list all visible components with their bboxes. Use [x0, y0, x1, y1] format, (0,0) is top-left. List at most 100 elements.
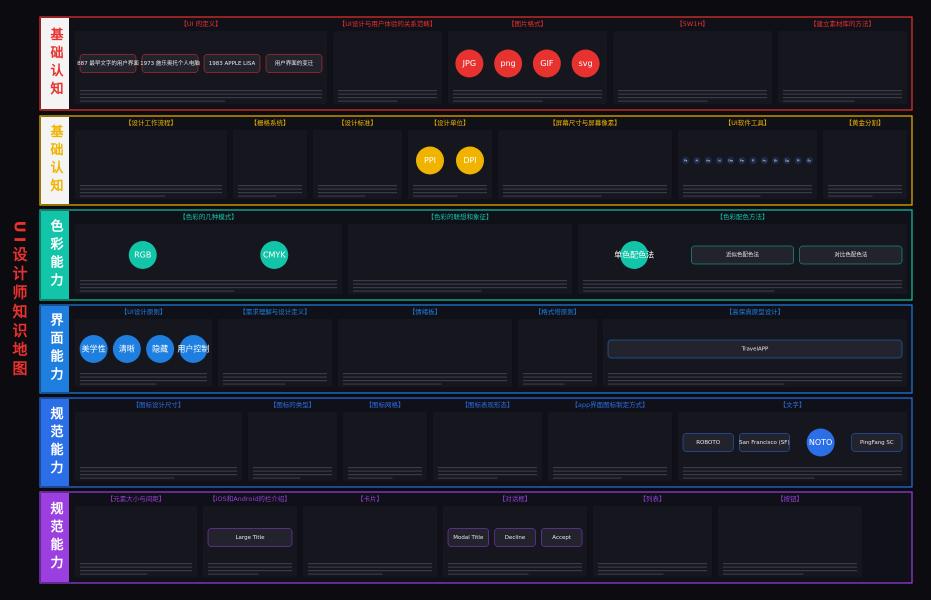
- text-placeholder: [238, 192, 302, 194]
- text-placeholder: [683, 192, 812, 194]
- text-placeholder: [523, 383, 565, 385]
- panel-title: 【5W1H】: [676, 20, 709, 28]
- item-label: Fl: [752, 159, 755, 163]
- text-placeholder: [783, 93, 902, 95]
- panel-title: 【UI设计与用户体验的关系范畴】: [339, 19, 437, 28]
- panel-title: 【格式塔原则】: [535, 307, 581, 316]
- item-box: [739, 433, 790, 452]
- panel: [718, 506, 862, 577]
- text-placeholder: [238, 195, 277, 197]
- panel: [593, 506, 712, 577]
- item-circle: [682, 156, 690, 165]
- section-label-bg: [41, 211, 69, 299]
- text-placeholder: [338, 93, 437, 95]
- text-placeholder: [618, 97, 767, 99]
- item-circle: [112, 335, 141, 363]
- text-placeholder: [353, 287, 567, 289]
- text-placeholder: [413, 185, 487, 187]
- section-label-bg: [41, 18, 69, 109]
- panel: [823, 130, 907, 199]
- panel: [338, 319, 512, 387]
- text-placeholder: [583, 283, 902, 285]
- text-placeholder: [80, 97, 322, 99]
- text-placeholder: [438, 477, 498, 479]
- item-label: svg: [579, 59, 593, 68]
- text-placeholder: [783, 100, 855, 102]
- item-label: CMYK: [263, 251, 286, 260]
- text-placeholder: [683, 188, 812, 190]
- text-placeholder: [80, 474, 237, 476]
- text-placeholder: [80, 185, 222, 187]
- panel-title: 【UI 的定义】: [180, 19, 221, 28]
- panel: [75, 130, 227, 199]
- text-placeholder: [723, 563, 857, 565]
- panel-title: 【元素大小与间距】: [107, 494, 166, 503]
- panel: [613, 31, 772, 104]
- item-label: Decline: [505, 535, 526, 541]
- text-placeholder: [223, 376, 327, 378]
- item-circle: [772, 156, 780, 165]
- item-label: JPG: [462, 59, 476, 68]
- text-placeholder: [348, 477, 393, 479]
- text-placeholder: [80, 566, 192, 568]
- text-placeholder: [503, 188, 667, 190]
- text-placeholder: [223, 373, 327, 375]
- item-box: [141, 54, 199, 73]
- text-placeholder: [448, 566, 582, 568]
- text-placeholder: [413, 195, 458, 197]
- section-label: 界面能力: [48, 312, 64, 385]
- text-placeholder: [618, 93, 767, 95]
- text-placeholder: [80, 380, 207, 382]
- item-circle: [571, 49, 600, 78]
- item-label: Dw: [728, 159, 733, 163]
- panel: [518, 319, 597, 387]
- item-label: 隐藏: [152, 344, 168, 354]
- panel-title: 【建立素材库的方法】: [810, 19, 875, 28]
- text-placeholder: [598, 573, 664, 575]
- text-placeholder: [783, 90, 902, 92]
- item-circle: [794, 156, 802, 165]
- text-placeholder: [353, 280, 567, 282]
- panel: [678, 130, 817, 199]
- text-placeholder: [308, 570, 432, 572]
- item-circle: [260, 241, 289, 269]
- text-placeholder: [80, 563, 192, 565]
- text-placeholder: [598, 563, 707, 565]
- item-label: TravelAPP: [741, 347, 769, 353]
- item-label: GIF: [540, 59, 554, 68]
- text-placeholder: [723, 570, 857, 572]
- text-placeholder: [80, 188, 222, 190]
- panel-title: 【色彩配色方法】: [717, 212, 769, 221]
- text-placeholder: [318, 195, 366, 197]
- item-label: Pl: [797, 159, 800, 163]
- panel-title: 【对话框】: [499, 494, 532, 503]
- text-placeholder: [343, 376, 507, 378]
- item-circle: [620, 241, 649, 269]
- panel-title: 【色彩的几种模式】: [179, 212, 238, 221]
- text-placeholder: [583, 290, 775, 292]
- text-placeholder: [413, 192, 487, 194]
- text-placeholder: [523, 376, 592, 378]
- panel: [313, 130, 402, 199]
- text-placeholder: [238, 185, 302, 187]
- panel-title: 【图标设计尺寸】: [133, 400, 185, 409]
- text-placeholder: [208, 563, 292, 565]
- text-placeholder: [80, 195, 166, 197]
- text-placeholder: [438, 467, 537, 469]
- panel-title: 【栅格系统】: [251, 118, 290, 127]
- item-circle: [806, 428, 835, 457]
- item-label: Sg: [785, 159, 789, 163]
- item-label: png: [501, 59, 516, 68]
- text-placeholder: [723, 566, 857, 568]
- text-placeholder: [253, 467, 332, 469]
- text-placeholder: [783, 97, 902, 99]
- text-placeholder: [583, 287, 902, 289]
- panel-title: 【屏幕尺寸与屏幕像素】: [549, 118, 621, 127]
- text-placeholder: [348, 474, 422, 476]
- panel-title: 【设计标准】: [338, 118, 377, 127]
- item-circle: [455, 49, 484, 78]
- text-placeholder: [208, 570, 292, 572]
- text-placeholder: [80, 93, 322, 95]
- text-placeholder: [80, 100, 226, 102]
- section-label-bg: [41, 493, 69, 582]
